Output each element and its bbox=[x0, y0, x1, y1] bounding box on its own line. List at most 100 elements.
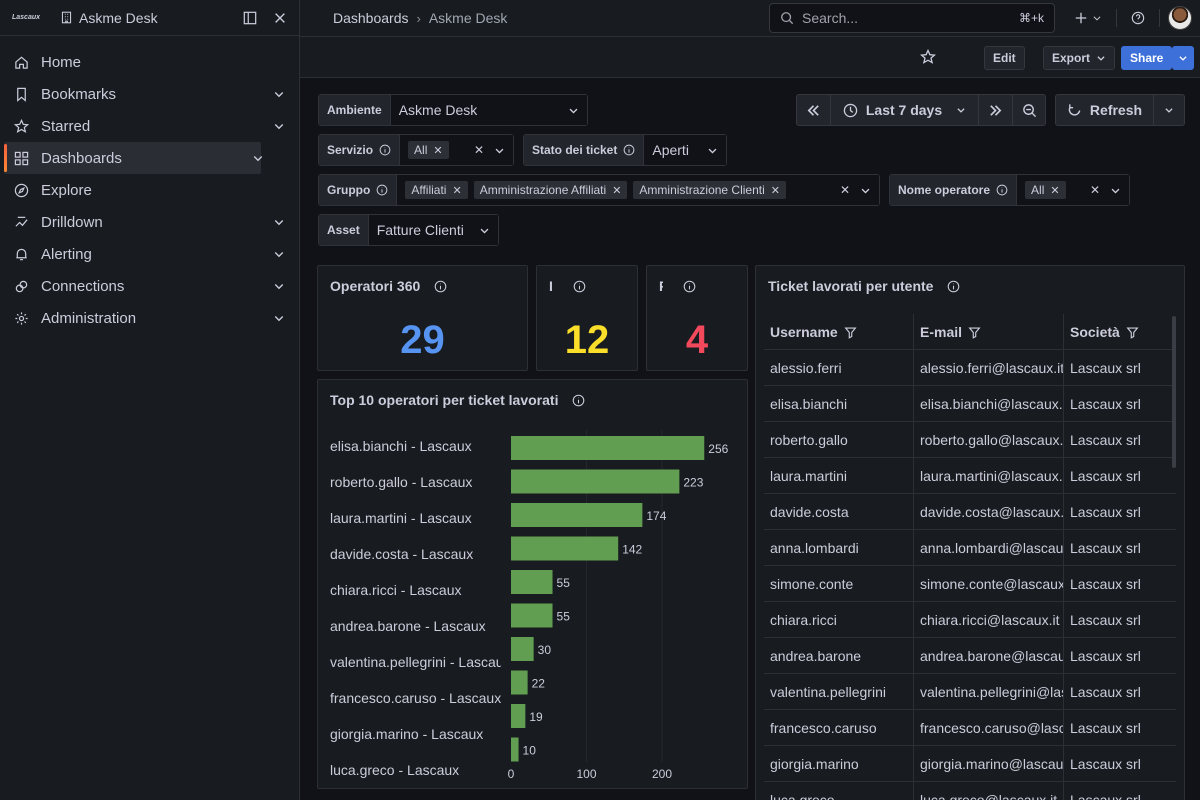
bar[interactable] bbox=[511, 603, 553, 628]
chevron-down-icon[interactable] bbox=[273, 248, 285, 260]
share-menu-button[interactable] bbox=[1172, 46, 1194, 70]
breadcrumb-dashboards[interactable]: Dashboards bbox=[333, 10, 409, 26]
column-header[interactable]: E-mail bbox=[914, 314, 1064, 350]
edit-button[interactable]: Edit bbox=[984, 46, 1025, 70]
table-panel[interactable]: Ticket lavorati per utente Username E-mai… bbox=[755, 265, 1185, 800]
table-row[interactable]: elisa.bianchi elisa.bianchi@lascaux.it Las… bbox=[764, 386, 1176, 422]
chip-remove-icon[interactable]: ✕ bbox=[452, 184, 462, 197]
variable-ambiente[interactable]: Ambiente Askme Desk bbox=[318, 94, 588, 126]
chevron-down-icon[interactable] bbox=[273, 312, 285, 324]
org-switcher[interactable]: Askme Desk bbox=[60, 10, 158, 26]
sidebar-item-home[interactable]: Home bbox=[0, 46, 299, 78]
sidebar-item-connections[interactable]: Connections bbox=[0, 270, 299, 302]
column-header[interactable]: Società bbox=[1064, 314, 1176, 350]
time-forward-button[interactable] bbox=[979, 95, 1013, 125]
chip-remove-icon[interactable]: ✕ bbox=[612, 184, 622, 197]
table-row[interactable]: valentina.pellegrini valentina.pellegrini… bbox=[764, 674, 1176, 710]
sidebar-item-administration[interactable]: Administration bbox=[0, 302, 299, 334]
chevron-down-icon[interactable] bbox=[252, 152, 264, 164]
sidebar-item-label: Explore bbox=[41, 181, 92, 199]
variable-label-text: Servizio bbox=[327, 143, 374, 157]
bar-category-label: francesco.caruso - Lascaux bbox=[330, 690, 501, 706]
clear-icon[interactable]: ✕ bbox=[1089, 183, 1100, 197]
filter-icon[interactable] bbox=[968, 326, 981, 339]
search-input[interactable]: Search... ⌘+k bbox=[769, 3, 1055, 33]
share-button[interactable]: Share bbox=[1121, 46, 1173, 70]
table-scrollbar[interactable] bbox=[1172, 316, 1176, 468]
chevron-down-icon[interactable] bbox=[273, 120, 285, 132]
table-row[interactable]: luca.greco luca.greco@lascaux.it Lascaux s… bbox=[764, 782, 1176, 800]
bar[interactable] bbox=[511, 704, 526, 728]
variable-chip[interactable]: Affiliati ✕ bbox=[405, 181, 468, 199]
dock-menu-icon[interactable] bbox=[243, 11, 257, 25]
time-back-button[interactable] bbox=[797, 95, 831, 125]
variable-chip[interactable]: Amministrazione Affiliati ✕ bbox=[473, 181, 628, 199]
bar[interactable] bbox=[511, 737, 519, 762]
chevron-down-icon[interactable] bbox=[273, 88, 285, 100]
time-range-picker[interactable]: Last 7 days bbox=[831, 95, 979, 125]
stat-panel-3[interactable]: F 4 bbox=[646, 265, 748, 371]
zoom-out-button[interactable] bbox=[1013, 95, 1045, 125]
export-button[interactable]: Export bbox=[1043, 46, 1116, 70]
filter-icon[interactable] bbox=[844, 326, 857, 339]
sidebar-item-alerting[interactable]: Alerting bbox=[0, 238, 299, 270]
bar[interactable] bbox=[511, 503, 643, 527]
bar[interactable] bbox=[511, 469, 680, 494]
bar[interactable] bbox=[511, 536, 619, 561]
table-cell: Lascaux srl bbox=[1070, 359, 1141, 376]
table-row[interactable]: laura.martini laura.martini@lascaux.it Las… bbox=[764, 458, 1176, 494]
variable-stato-ticket[interactable]: Stato dei ticket Aperti bbox=[523, 134, 727, 166]
chip-remove-icon[interactable]: ✕ bbox=[1050, 184, 1060, 197]
sidebar-item-dashboards[interactable]: Dashboards bbox=[4, 142, 264, 174]
chip-remove-icon[interactable]: ✕ bbox=[770, 184, 780, 197]
table-cell: francesco.caruso@lascaux.it bbox=[914, 710, 1064, 745]
table-row[interactable]: davide.costa davide.costa@lascaux.it Lasca… bbox=[764, 494, 1176, 530]
variable-nome-operatore[interactable]: Nome operatore All ✕ ✕ bbox=[889, 174, 1130, 206]
clear-icon[interactable]: ✕ bbox=[839, 183, 850, 197]
table-row[interactable]: chiara.ricci chiara.ricci@lascaux.it Lasca… bbox=[764, 602, 1176, 638]
variable-asset[interactable]: Asset Fatture Clienti bbox=[318, 214, 499, 246]
panel-title: F bbox=[659, 278, 696, 294]
table-row[interactable]: francesco.carusofrancesco.caruso@lascaux… bbox=[764, 710, 1176, 746]
brand-logo[interactable]: Lascaux bbox=[12, 12, 40, 24]
table-row[interactable]: roberto.gallo roberto.gallo@lascaux.it Las… bbox=[764, 422, 1176, 458]
column-header[interactable]: Username bbox=[764, 314, 914, 350]
filter-icon[interactable] bbox=[1126, 326, 1139, 339]
refresh-interval-button[interactable] bbox=[1154, 95, 1184, 125]
chevron-down-icon[interactable] bbox=[273, 216, 285, 228]
refresh-button[interactable]: Refresh bbox=[1056, 95, 1154, 125]
variable-gruppo[interactable]: Gruppo Affiliati ✕ Amministrazione Affili… bbox=[318, 174, 880, 206]
clear-icon[interactable]: ✕ bbox=[473, 143, 484, 157]
bar[interactable] bbox=[511, 436, 705, 460]
edit-label: Edit bbox=[993, 51, 1016, 65]
sidebar-item-bookmarks[interactable]: Bookmarks bbox=[0, 78, 299, 110]
stat-panel-2[interactable]: I 12 bbox=[536, 265, 638, 371]
table-row[interactable]: alessio.ferri alessio.ferri@lascaux.it Las… bbox=[764, 350, 1176, 386]
help-button[interactable] bbox=[1125, 11, 1151, 25]
sidebar-item-explore[interactable]: Explore bbox=[0, 174, 299, 206]
variable-chip[interactable]: All ✕ bbox=[1025, 181, 1066, 199]
chip-remove-icon[interactable]: ✕ bbox=[433, 144, 443, 157]
star-icon[interactable] bbox=[920, 49, 936, 65]
table-row[interactable]: simone.conte simone.conte@lascaux.it Lasca… bbox=[764, 566, 1176, 602]
stat-panel-operatori[interactable]: Operatori 360 29 bbox=[317, 265, 528, 371]
sidebar-item-drilldown[interactable]: Drilldown bbox=[0, 206, 299, 238]
new-button[interactable] bbox=[1068, 11, 1108, 25]
chevron-down-icon[interactable] bbox=[273, 280, 285, 292]
variable-chip[interactable]: All ✕ bbox=[408, 141, 449, 159]
variable-chip[interactable]: Amministrazione Clienti ✕ bbox=[633, 181, 786, 199]
sidebar-item-starred[interactable]: Starred bbox=[0, 110, 299, 142]
variable-servizio[interactable]: Servizio All ✕ ✕ bbox=[318, 134, 514, 166]
brand-logo-text: Lascaux bbox=[12, 14, 41, 21]
close-icon[interactable] bbox=[273, 11, 287, 25]
user-avatar[interactable] bbox=[1168, 6, 1192, 30]
table-cell: francesco.caruso bbox=[764, 710, 914, 745]
bar-chart-panel[interactable]: Top 10 operatori per ticket lavorati eli… bbox=[317, 379, 748, 789]
bar-value-label: 142 bbox=[622, 543, 642, 557]
bar[interactable] bbox=[511, 670, 528, 695]
bar[interactable] bbox=[511, 570, 553, 594]
bar[interactable] bbox=[511, 637, 534, 661]
